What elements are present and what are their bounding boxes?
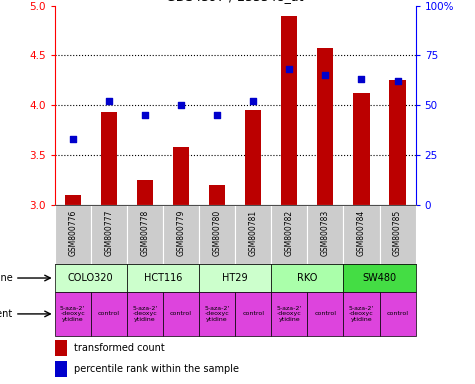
Point <box>394 78 401 84</box>
Bar <box>199 264 271 292</box>
Bar <box>65 195 81 205</box>
Point <box>177 102 185 108</box>
Text: percentile rank within the sample: percentile rank within the sample <box>75 364 239 374</box>
Bar <box>127 205 163 264</box>
Text: 5-aza-2'
-deoxyc
ytidine: 5-aza-2' -deoxyc ytidine <box>132 306 158 322</box>
Bar <box>271 205 307 264</box>
Point <box>141 112 149 118</box>
Point <box>213 112 221 118</box>
Text: GSM800779: GSM800779 <box>177 209 185 256</box>
Bar <box>245 110 261 205</box>
Bar <box>307 205 343 264</box>
Bar <box>235 205 271 264</box>
Point <box>69 136 76 142</box>
Bar <box>137 180 153 205</box>
Bar <box>390 80 406 205</box>
Text: GSM800785: GSM800785 <box>393 209 402 256</box>
Text: GSM800783: GSM800783 <box>321 209 330 256</box>
Bar <box>163 205 199 264</box>
Text: control: control <box>98 311 120 316</box>
Bar <box>55 292 91 336</box>
Bar <box>163 292 199 336</box>
Bar <box>199 205 235 264</box>
Text: control: control <box>170 311 192 316</box>
Text: cell line: cell line <box>0 273 13 283</box>
Text: GSM800778: GSM800778 <box>141 209 149 256</box>
Text: 5-aza-2'
-deoxyc
ytidine: 5-aza-2' -deoxyc ytidine <box>349 306 374 322</box>
Bar <box>55 361 67 377</box>
Text: HT29: HT29 <box>222 273 248 283</box>
Bar <box>343 264 416 292</box>
Bar <box>380 292 416 336</box>
Text: RKO: RKO <box>297 273 317 283</box>
Bar <box>353 93 370 205</box>
Bar <box>235 292 271 336</box>
Text: GSM800776: GSM800776 <box>68 209 77 256</box>
Bar <box>199 292 235 336</box>
Bar <box>307 292 343 336</box>
Text: control: control <box>387 311 408 316</box>
Text: control: control <box>242 311 264 316</box>
Bar <box>173 147 189 205</box>
Bar <box>127 292 163 336</box>
Bar <box>317 48 333 205</box>
Text: HCT116: HCT116 <box>144 273 182 283</box>
Bar <box>55 264 127 292</box>
Point <box>358 76 365 83</box>
Text: 5-aza-2'
-deoxyc
ytidine: 5-aza-2' -deoxyc ytidine <box>204 306 230 322</box>
Point <box>249 98 257 104</box>
Text: GSM800782: GSM800782 <box>285 209 294 256</box>
Bar <box>91 292 127 336</box>
Bar <box>271 264 343 292</box>
Text: COLO320: COLO320 <box>68 273 114 283</box>
Text: GSM800781: GSM800781 <box>249 209 257 256</box>
Text: GSM800784: GSM800784 <box>357 209 366 256</box>
Text: GSM800777: GSM800777 <box>104 209 113 256</box>
Bar <box>281 16 297 205</box>
Text: SW480: SW480 <box>362 273 397 283</box>
Bar <box>55 341 67 356</box>
Text: agent: agent <box>0 309 13 319</box>
Bar <box>101 112 117 205</box>
Text: 5-aza-2'
-deoxyc
ytidine: 5-aza-2' -deoxyc ytidine <box>276 306 302 322</box>
Bar <box>380 205 416 264</box>
Point <box>285 66 293 73</box>
Text: 5-aza-2'
-deoxyc
ytidine: 5-aza-2' -deoxyc ytidine <box>60 306 86 322</box>
Bar <box>343 205 380 264</box>
Title: GDS4397 / 233348_at: GDS4397 / 233348_at <box>166 0 304 3</box>
Bar <box>343 292 380 336</box>
Point <box>322 72 329 78</box>
Text: GSM800780: GSM800780 <box>213 209 221 256</box>
Bar <box>91 205 127 264</box>
Bar <box>127 264 199 292</box>
Text: transformed count: transformed count <box>75 343 165 353</box>
Text: control: control <box>314 311 336 316</box>
Bar <box>209 185 225 205</box>
Bar <box>55 205 91 264</box>
Bar <box>271 292 307 336</box>
Point <box>105 98 113 104</box>
